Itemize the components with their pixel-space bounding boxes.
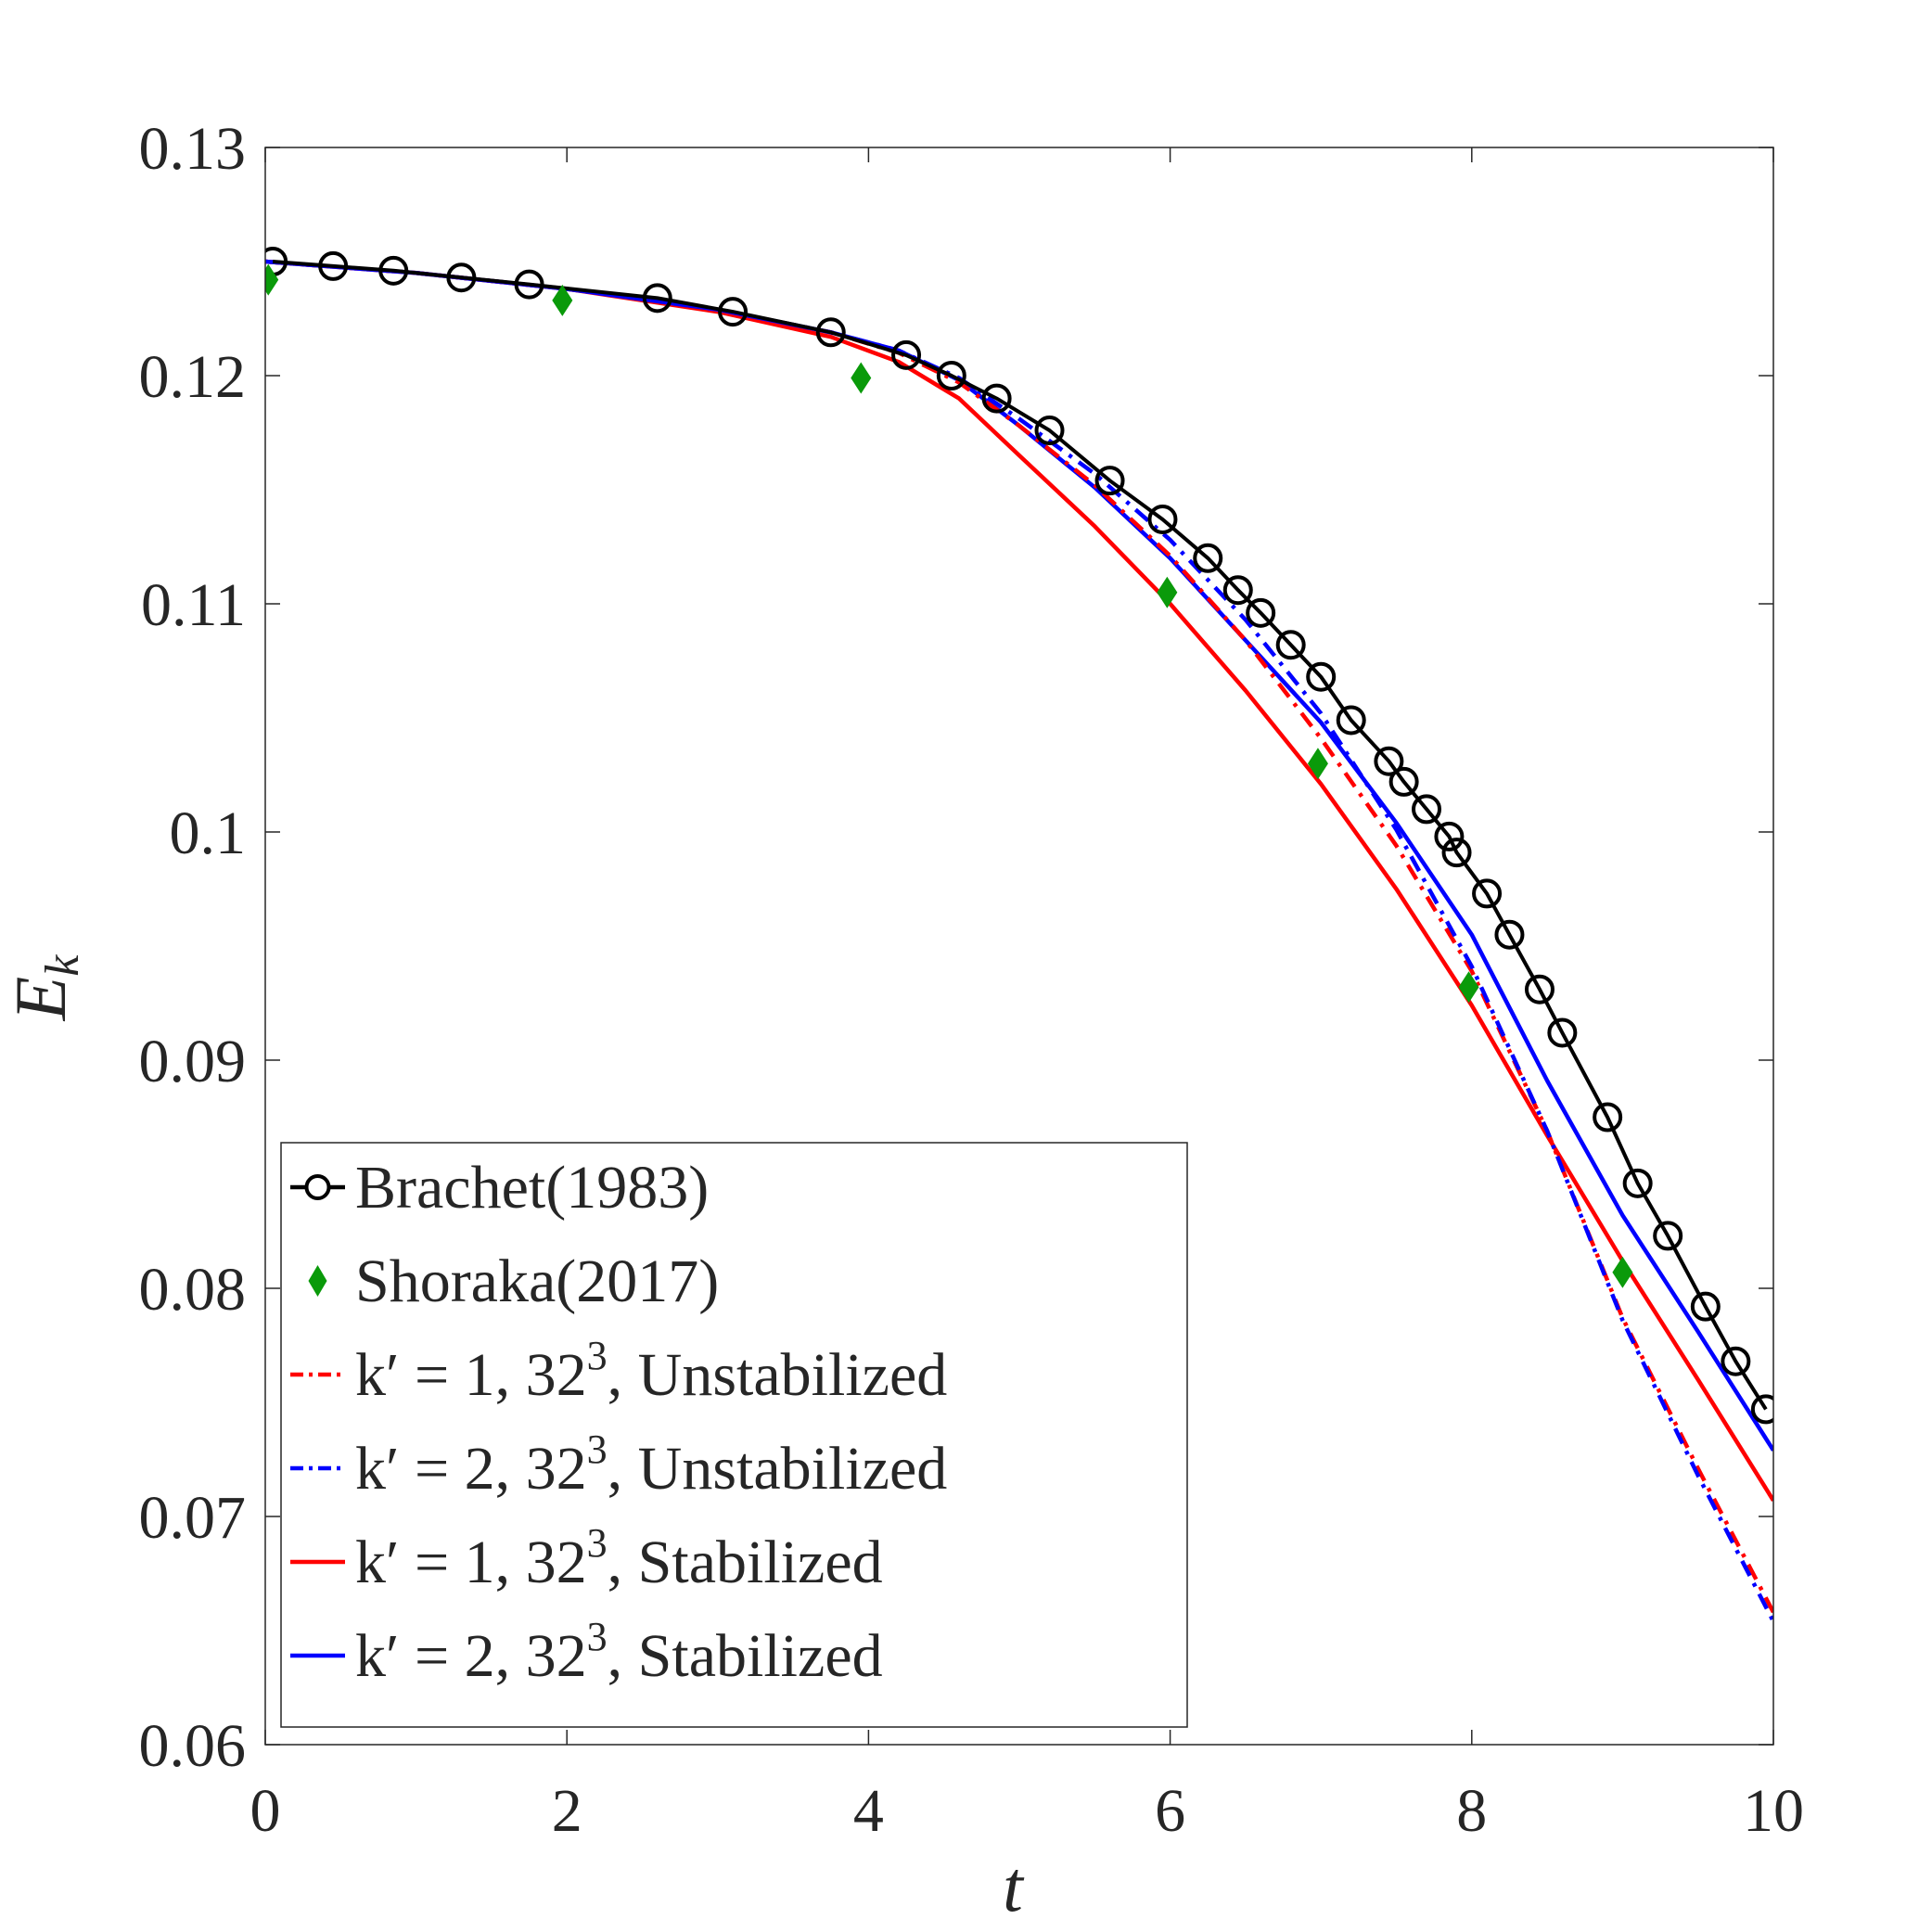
- shoraka-2017-point: [265, 263, 279, 296]
- series-line-brachet-1983: [272, 260, 1768, 1411]
- brachet-1983-point: [1721, 1346, 1751, 1376]
- shoraka-2017-point: [1307, 748, 1328, 780]
- brachet-1983-point: [378, 255, 409, 286]
- shoraka-2017-point: [552, 284, 573, 316]
- brachet-1983-point: [1524, 974, 1555, 1004]
- series-line-k-2-32-3-unstabilized: [265, 259, 1773, 1623]
- axes: t Ek 0 2 4 6 8 10 0.06 0.07 0.08 0.09 0.1 0.11 0.12 0…: [0, 115, 1804, 1926]
- legend-marker-brachet: [304, 1174, 331, 1200]
- legend-label-sup: 3: [587, 1520, 608, 1566]
- brachet-1983-point: [1494, 919, 1525, 950]
- legend-label-lhs: k′ = 1, 32: [355, 1341, 587, 1409]
- shoraka-2017-point: [851, 362, 872, 394]
- axes-box: [264, 147, 1774, 1746]
- brachet-1983-point: [718, 297, 748, 327]
- brachet-1983-point: [1275, 630, 1306, 660]
- brachet-1983-point: [1593, 1102, 1623, 1132]
- legend-label-rhs: , Stabilized: [608, 1529, 883, 1596]
- brachet-1983-point: [1306, 661, 1337, 692]
- brachet-1983-point: [1388, 766, 1419, 797]
- brachet-1983-point: [1622, 1168, 1653, 1198]
- x-tick-label: 6: [1155, 1777, 1185, 1845]
- brachet-1983-point: [1147, 504, 1178, 534]
- legend-label: k′ = 1, 323, Stabilized: [355, 1520, 883, 1596]
- shoraka-2017-point: [1612, 1256, 1633, 1288]
- x-tick-label: 2: [552, 1777, 582, 1845]
- legend: Brachet(1983)Shoraka(2017)k′ = 1, 323, U…: [280, 1142, 1188, 1728]
- x-tick-label: 4: [853, 1777, 884, 1845]
- brachet-1983-point: [1472, 878, 1503, 909]
- brachet-1983-point: [1222, 575, 1253, 606]
- x-axis-label: t: [1003, 1846, 1025, 1926]
- legend-label: k′ = 2, 323, Stabilized: [355, 1614, 883, 1690]
- y-tick-label: 0.12: [139, 343, 247, 411]
- y-tick-label: 0.06: [139, 1712, 247, 1780]
- legend-label-sup: 3: [587, 1333, 608, 1378]
- y-tick-label: 0.13: [139, 115, 247, 183]
- legend-label-lhs: k′ = 2, 32: [355, 1622, 587, 1690]
- brachet-1983-point: [1193, 543, 1223, 573]
- legend-box: [280, 1142, 1188, 1728]
- legend-label-rhs: , Stabilized: [608, 1622, 883, 1690]
- legend-label-lhs: k′ = 2, 32: [355, 1435, 587, 1503]
- brachet-1983-point: [891, 339, 922, 370]
- brachet-1983-point: [1374, 746, 1404, 776]
- legend-marker-shoraka: [308, 1265, 327, 1297]
- brachet-1983-point: [1750, 1394, 1773, 1425]
- brachet-1983-point: [936, 361, 966, 390]
- brachet-1983-point: [1547, 1017, 1578, 1048]
- y-tick-label: 0.09: [139, 1028, 247, 1095]
- y-tick-label: 0.07: [139, 1484, 247, 1552]
- y-tick-label: 0.11: [141, 571, 246, 639]
- plot-area: [265, 247, 1773, 1623]
- brachet-1983-point: [1434, 821, 1465, 851]
- brachet-1983-point: [1094, 466, 1125, 496]
- y-axis-label: Ek: [0, 954, 89, 1022]
- brachet-1983-point: [1034, 416, 1065, 446]
- brachet-1983-point: [981, 383, 1012, 414]
- brachet-1983-point: [446, 262, 477, 293]
- brachet-1983-point: [1653, 1221, 1683, 1251]
- brachet-1983-point: [642, 283, 672, 313]
- legend-label: k′ = 2, 323, Unstabilized: [355, 1427, 947, 1503]
- shoraka-2017-point: [1458, 971, 1479, 1004]
- legend-label-sup: 3: [587, 1427, 608, 1472]
- legend-label-rhs: , Unstabilized: [608, 1435, 948, 1503]
- legend-label-rhs: , Unstabilized: [608, 1341, 948, 1409]
- shoraka-2017-point: [1157, 576, 1178, 608]
- y-tick-label: 0.08: [139, 1256, 247, 1324]
- brachet-1983-point: [1336, 705, 1366, 736]
- y-tick-label: 0.1: [170, 800, 247, 867]
- brachet-1983-point: [1690, 1291, 1721, 1322]
- legend-label-sup: 3: [587, 1614, 608, 1659]
- brachet-1983-point: [318, 250, 349, 281]
- brachet-1983-point: [1246, 597, 1276, 628]
- brachet-1983-point: [1441, 838, 1472, 868]
- brachet-1983-point: [815, 317, 846, 348]
- brachet-1983-point: [514, 269, 544, 300]
- x-tick-label: 10: [1743, 1777, 1804, 1845]
- legend-label: Shoraka(2017): [355, 1247, 719, 1315]
- legend-label: k′ = 1, 323, Unstabilized: [355, 1333, 947, 1409]
- brachet-1983-point: [1412, 794, 1442, 825]
- legend-label-lhs: k′ = 1, 32: [355, 1529, 587, 1596]
- series-group: [265, 247, 1773, 1623]
- x-tick-label: 0: [250, 1777, 281, 1845]
- x-tick-label: 8: [1456, 1777, 1487, 1845]
- legend-label: Brachet(1983): [355, 1154, 709, 1222]
